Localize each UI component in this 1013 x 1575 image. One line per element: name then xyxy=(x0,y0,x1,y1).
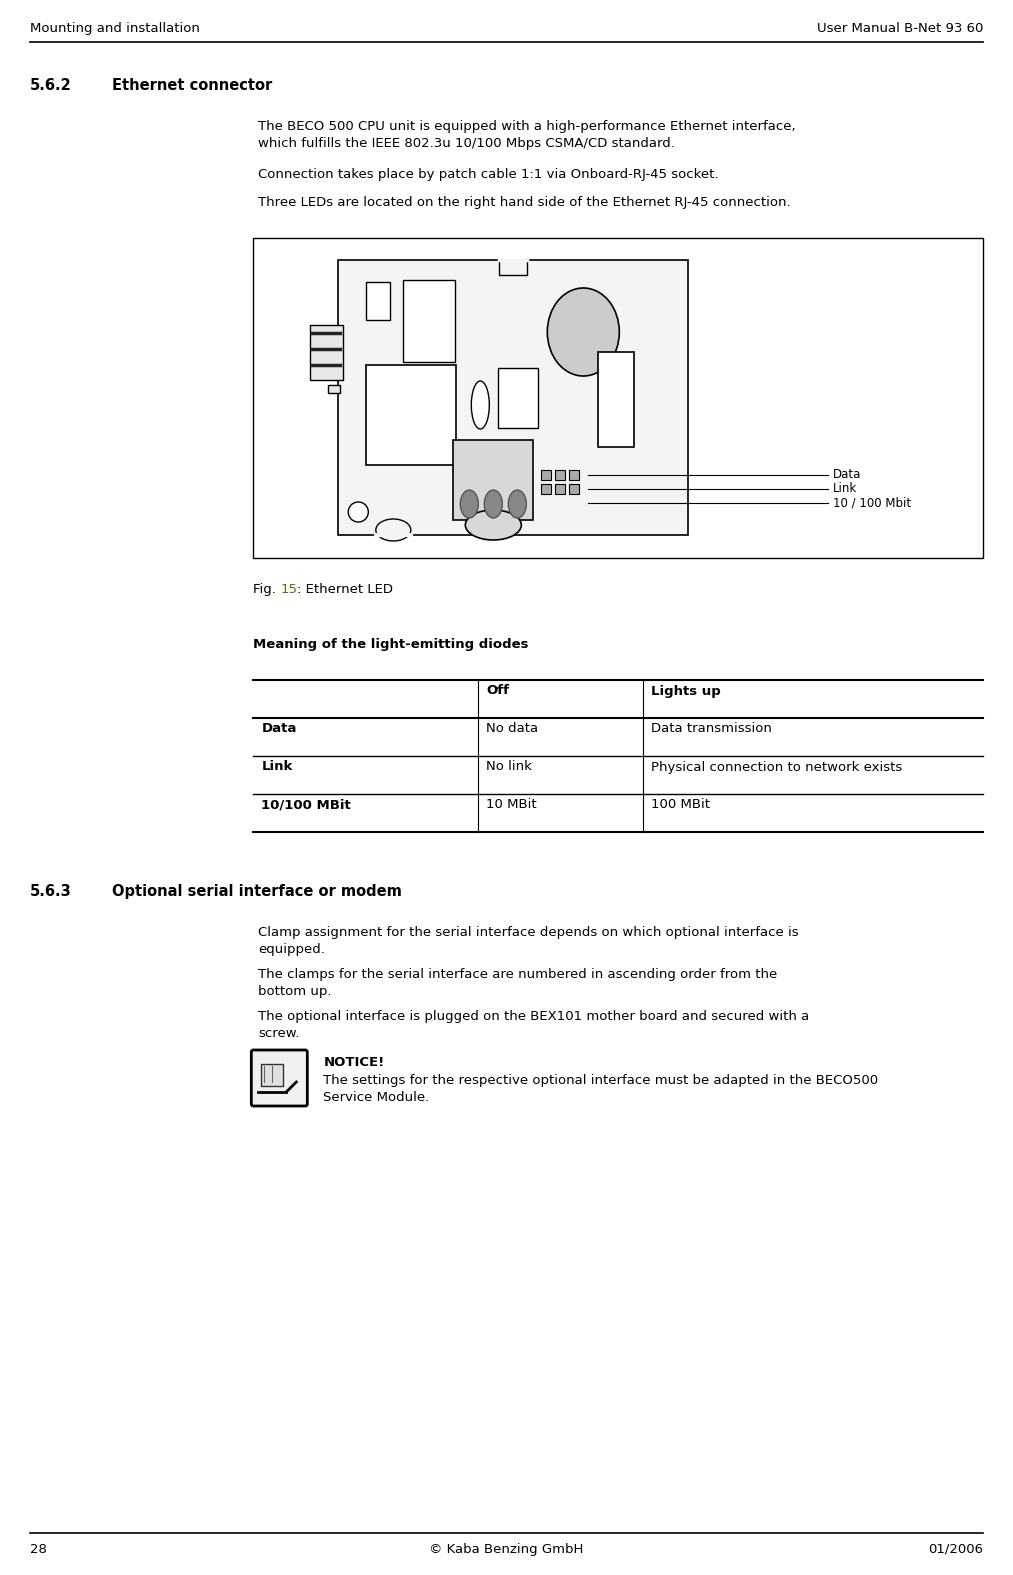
Text: Lights up: Lights up xyxy=(651,685,721,698)
Circle shape xyxy=(348,502,369,521)
Text: The BECO 500 CPU unit is equipped with a high-performance Ethernet interface,
wh: The BECO 500 CPU unit is equipped with a… xyxy=(258,120,796,150)
Text: © Kaba Benzing GmbH: © Kaba Benzing GmbH xyxy=(430,1544,583,1556)
Bar xyxy=(328,384,340,394)
Bar xyxy=(367,282,390,320)
Bar xyxy=(555,484,565,495)
Bar xyxy=(338,260,688,536)
Bar xyxy=(555,469,565,480)
Bar xyxy=(541,484,551,495)
Text: NOTICE!: NOTICE! xyxy=(323,1055,385,1069)
Text: The optional interface is plugged on the BEX101 mother board and secured with a
: The optional interface is plugged on the… xyxy=(258,1010,809,1040)
Text: Ethernet connector: Ethernet connector xyxy=(112,79,272,93)
Text: Connection takes place by patch cable 1:1 via Onboard-RJ-45 socket.: Connection takes place by patch cable 1:… xyxy=(258,169,719,181)
Text: Physical connection to network exists: Physical connection to network exists xyxy=(651,761,903,773)
Bar xyxy=(569,469,579,480)
Text: Meaning of the light-emitting diodes: Meaning of the light-emitting diodes xyxy=(253,638,529,650)
Text: The settings for the respective optional interface must be adapted in the BECO50: The settings for the respective optional… xyxy=(323,1074,878,1104)
Text: No data: No data xyxy=(486,723,539,736)
Text: The clamps for the serial interface are numbered in ascending order from the
bot: The clamps for the serial interface are … xyxy=(258,969,778,999)
Text: 10/100 MBit: 10/100 MBit xyxy=(261,799,352,811)
Bar xyxy=(403,280,455,362)
Ellipse shape xyxy=(547,288,619,376)
Text: Link: Link xyxy=(261,761,293,773)
Bar xyxy=(253,238,983,558)
Text: : Ethernet LED: : Ethernet LED xyxy=(297,583,393,595)
Text: User Manual B-Net 93 60: User Manual B-Net 93 60 xyxy=(816,22,983,35)
Text: Off: Off xyxy=(486,685,510,698)
Text: 10 MBit: 10 MBit xyxy=(486,799,537,811)
Bar xyxy=(498,369,538,428)
Text: Optional serial interface or modem: Optional serial interface or modem xyxy=(112,884,402,899)
Text: Data transmission: Data transmission xyxy=(651,723,772,736)
Bar xyxy=(569,484,579,495)
Ellipse shape xyxy=(509,490,527,518)
Bar xyxy=(453,439,533,520)
Bar xyxy=(499,260,528,276)
Text: 100 MBit: 100 MBit xyxy=(651,799,710,811)
Text: Three LEDs are located on the right hand side of the Ethernet RJ-45 connection.: Three LEDs are located on the right hand… xyxy=(258,195,791,209)
Text: Data: Data xyxy=(833,468,861,482)
Ellipse shape xyxy=(460,490,478,518)
Text: 10 / 100 Mbit: 10 / 100 Mbit xyxy=(833,496,911,509)
Text: No link: No link xyxy=(486,761,532,773)
Ellipse shape xyxy=(376,520,411,540)
FancyBboxPatch shape xyxy=(251,1051,307,1106)
Text: Link: Link xyxy=(833,482,857,496)
Bar xyxy=(599,351,634,447)
Text: Clamp assignment for the serial interface depends on which optional interface is: Clamp assignment for the serial interfac… xyxy=(258,926,799,956)
Text: 01/2006: 01/2006 xyxy=(928,1544,983,1556)
Ellipse shape xyxy=(484,490,502,518)
Text: 28: 28 xyxy=(30,1544,47,1556)
Ellipse shape xyxy=(465,510,522,540)
Text: 5.6.3: 5.6.3 xyxy=(30,884,72,899)
Bar xyxy=(310,324,343,380)
Bar xyxy=(261,1065,284,1087)
Text: 15: 15 xyxy=(281,583,297,595)
Bar xyxy=(541,469,551,480)
Ellipse shape xyxy=(471,381,489,428)
Text: 5.6.2: 5.6.2 xyxy=(30,79,72,93)
Text: Fig.: Fig. xyxy=(253,583,281,595)
Text: Mounting and installation: Mounting and installation xyxy=(30,22,200,35)
Bar xyxy=(367,365,456,465)
Text: Data: Data xyxy=(261,723,297,736)
